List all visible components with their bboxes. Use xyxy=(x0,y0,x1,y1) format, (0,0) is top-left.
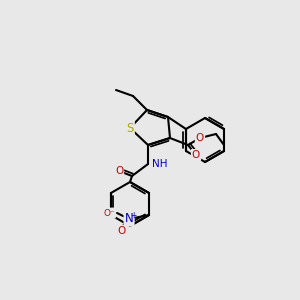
Text: NH: NH xyxy=(152,159,167,169)
Text: +: + xyxy=(130,211,136,220)
Text: O⁻: O⁻ xyxy=(103,208,115,217)
Text: O: O xyxy=(196,133,204,143)
Text: O: O xyxy=(115,166,123,176)
Text: O: O xyxy=(117,226,125,236)
Text: N: N xyxy=(125,212,134,226)
Text: S: S xyxy=(126,122,134,134)
Text: O: O xyxy=(192,150,200,160)
